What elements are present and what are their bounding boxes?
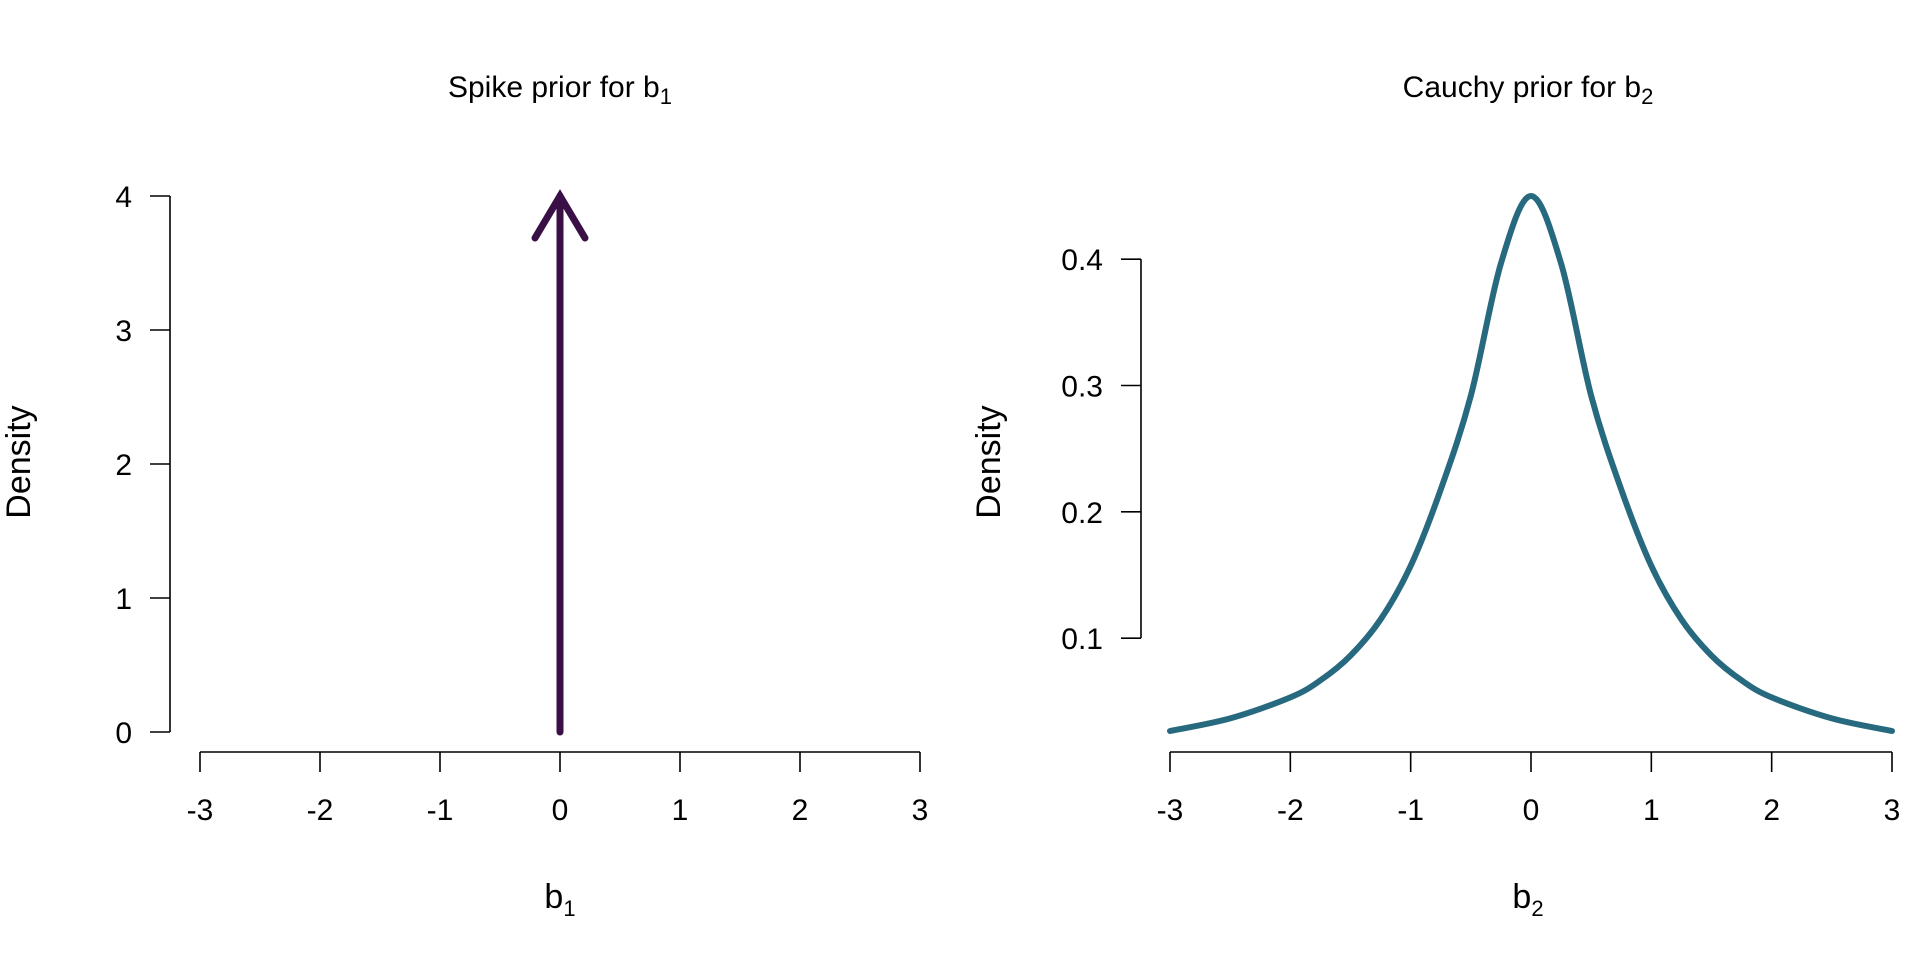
x-tick-label: -2 — [307, 794, 334, 827]
cauchy-prior-panel: Cauchy prior for b2 Density b2 -3 -2 -1 0 1 2… — [970, 71, 1900, 921]
x-axis: -3 -2 -1 0 1 2 3 — [1157, 751, 1901, 827]
y-axis: 0.1 0.2 0.3 0.4 — [1061, 244, 1142, 656]
y-tick-label: 4 — [115, 181, 132, 214]
density-curve — [1167, 193, 1895, 734]
x-axis: -3 -2 -1 0 1 2 3 — [187, 751, 929, 827]
x-axis-title-text: b — [544, 878, 563, 916]
y-tick-label: 0.3 — [1061, 370, 1103, 403]
x-tick-label: 3 — [1884, 794, 1901, 827]
title-text: Spike prior for b — [448, 71, 660, 104]
spike-prior-panel: Spike prior for b1 Density b1 -3 -2 -1 0 1 2 3… — [0, 71, 928, 921]
x-tick-label: -3 — [187, 794, 214, 827]
x-tick-label: 1 — [672, 794, 689, 827]
spike-arrowhead — [531, 189, 589, 242]
title-subscript: 1 — [660, 84, 672, 109]
y-tick-label: 0.4 — [1061, 244, 1103, 277]
x-axis-title-subscript: 1 — [563, 896, 575, 921]
y-tick-label: 3 — [115, 315, 132, 348]
x-tick-label: 1 — [1643, 794, 1660, 827]
x-axis-title: b1 — [544, 878, 575, 921]
title-text: Cauchy prior for b — [1403, 71, 1641, 104]
x-tick-label: -2 — [1277, 794, 1304, 827]
x-tick-label: 2 — [792, 794, 809, 827]
y-axis-title: Density — [0, 405, 38, 518]
x-tick-label: -1 — [1397, 794, 1424, 827]
plot-marks — [1167, 193, 1895, 734]
x-axis-title: b2 — [1512, 878, 1543, 921]
y-axis-title: Density — [970, 405, 1008, 518]
y-axis: 0 1 2 3 4 — [115, 181, 171, 750]
x-axis-title-subscript: 2 — [1531, 896, 1543, 921]
title-subscript: 2 — [1641, 84, 1653, 109]
y-tick-label: 0.2 — [1061, 497, 1103, 530]
y-tick-label: 2 — [115, 449, 132, 482]
x-axis-title-text: b — [1512, 878, 1531, 916]
panel-title: Spike prior for b1 — [448, 71, 672, 109]
y-tick-label: 0 — [115, 717, 132, 750]
panel-title: Cauchy prior for b2 — [1403, 71, 1654, 109]
y-tick-label: 0.1 — [1061, 623, 1103, 656]
x-tick-label: 3 — [912, 794, 929, 827]
x-tick-label: 2 — [1763, 794, 1780, 827]
x-tick-label: 0 — [1523, 794, 1540, 827]
x-tick-label: 0 — [552, 794, 569, 827]
plot-marks — [531, 189, 589, 736]
x-tick-label: -1 — [427, 794, 454, 827]
y-tick-label: 1 — [115, 583, 132, 616]
x-tick-label: -3 — [1157, 794, 1184, 827]
